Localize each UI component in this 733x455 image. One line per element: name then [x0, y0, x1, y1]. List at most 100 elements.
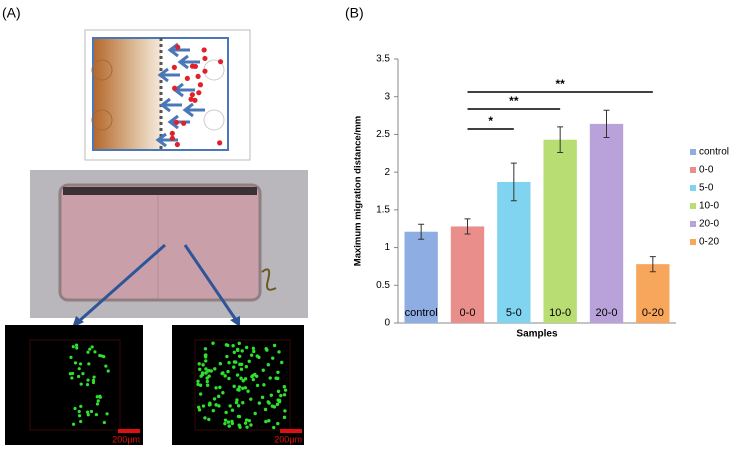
cell [200, 371, 205, 375]
arrow [167, 42, 190, 58]
cell [275, 402, 280, 407]
schematic [84, 29, 251, 161]
cell-dot [217, 59, 224, 65]
cell [240, 386, 245, 390]
cell [198, 383, 203, 387]
cell [237, 341, 241, 346]
cell [85, 383, 90, 387]
cell [205, 383, 210, 387]
cell-dot [184, 75, 190, 82]
microscopy: 200μm 200μm [5, 325, 304, 445]
arrow [167, 114, 190, 130]
cell [234, 360, 238, 364]
y-tick-label: 3.5 [376, 54, 390, 65]
panel-label: (A) [2, 5, 21, 21]
cell [243, 421, 248, 425]
cell [243, 386, 248, 390]
cell [230, 408, 235, 412]
bar-label: 5-0 [506, 307, 522, 319]
cell-dot [217, 140, 223, 146]
legend-swatch [690, 203, 696, 209]
cell [264, 419, 268, 424]
cell-dot [192, 97, 198, 103]
cell [205, 379, 209, 384]
legend-label: 0-0 [699, 165, 714, 176]
cell [221, 371, 225, 375]
cell-dot [188, 96, 194, 102]
y-tick-label: 2 [384, 167, 390, 178]
cell [79, 382, 83, 386]
cell [266, 400, 270, 404]
cell-dot [197, 82, 204, 88]
error-bar [603, 109, 610, 138]
cell [237, 385, 242, 389]
arrow [177, 54, 200, 70]
y-tick-label: 0 [384, 318, 390, 329]
cell [91, 380, 96, 385]
cell [204, 359, 208, 363]
cell-dot [169, 135, 175, 141]
cell [70, 371, 75, 376]
error-bar [649, 256, 656, 273]
cell [240, 349, 244, 353]
y-tick-label: 1 [384, 242, 390, 253]
cell-dot [202, 68, 208, 74]
cell [95, 402, 100, 406]
cell [260, 395, 265, 400]
error-bar [464, 218, 471, 235]
cell [236, 348, 240, 353]
cell [249, 353, 254, 357]
y-tick-label: 1.5 [376, 204, 390, 215]
cell [197, 362, 201, 366]
cell [207, 417, 211, 422]
cell [198, 392, 203, 396]
arrow [157, 67, 180, 83]
y-tick-label: 3 [384, 91, 390, 102]
cell [279, 393, 283, 398]
cell [283, 388, 288, 392]
cell [265, 348, 269, 352]
cell [73, 361, 78, 365]
cell [74, 343, 79, 347]
cell [89, 409, 94, 414]
cell [253, 372, 257, 377]
cell [226, 420, 231, 424]
cell-dot [171, 64, 177, 70]
legend-label: 0-20 [699, 237, 719, 248]
cell [253, 411, 257, 416]
cell [238, 362, 242, 367]
cell [272, 425, 276, 430]
cell [79, 419, 83, 424]
cell [246, 389, 250, 393]
cell [249, 397, 253, 401]
cell [238, 425, 242, 429]
cell [213, 367, 217, 371]
y-tick-label: 2.5 [376, 129, 390, 140]
cell [223, 374, 227, 378]
arrow [182, 102, 205, 118]
cell [91, 378, 96, 382]
cell [69, 355, 73, 359]
cell [81, 371, 85, 376]
cell [197, 408, 202, 412]
legend-swatch [690, 149, 696, 155]
cell [226, 369, 230, 374]
bar-label: 20-0 [595, 307, 617, 319]
cell [244, 418, 249, 422]
cell [77, 367, 81, 371]
cell [205, 376, 209, 380]
cell [201, 404, 206, 408]
bar [636, 264, 670, 323]
cell [201, 363, 205, 367]
cell [71, 345, 75, 349]
cell [208, 401, 212, 405]
y-tick-label: 0.5 [376, 280, 390, 291]
cell [206, 369, 210, 373]
cell [214, 386, 218, 390]
significance-label: ** [555, 77, 565, 91]
cell-dot [189, 92, 195, 98]
cell [251, 377, 256, 382]
cell [230, 419, 234, 424]
legend-swatch [690, 167, 696, 173]
cell [276, 421, 280, 426]
